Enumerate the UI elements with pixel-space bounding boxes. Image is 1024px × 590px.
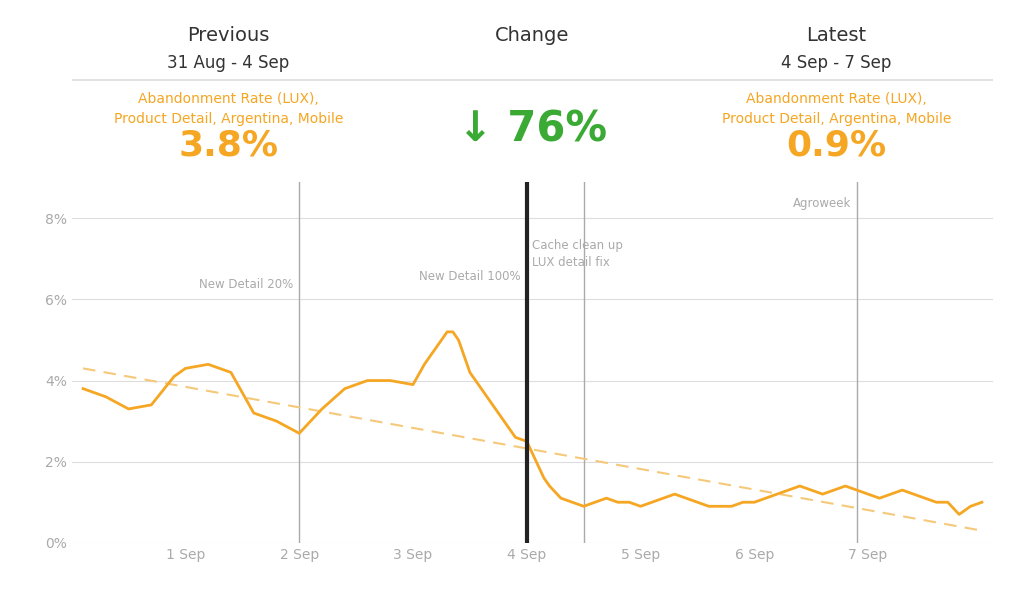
- Text: ↓ 76%: ↓ 76%: [458, 109, 607, 150]
- Text: New Detail 20%: New Detail 20%: [200, 278, 294, 291]
- Text: 4 Sep - 7 Sep: 4 Sep - 7 Sep: [781, 54, 892, 72]
- Text: Abandonment Rate (LUX),
Product Detail, Argentina, Mobile: Abandonment Rate (LUX), Product Detail, …: [722, 91, 951, 126]
- Text: Latest: Latest: [807, 26, 866, 45]
- Text: Change: Change: [496, 26, 569, 45]
- Text: 31 Aug - 4 Sep: 31 Aug - 4 Sep: [167, 54, 290, 72]
- Text: New Detail 100%: New Detail 100%: [420, 270, 521, 283]
- Text: 0.9%: 0.9%: [786, 128, 887, 162]
- Text: Cache clean up
LUX detail fix: Cache clean up LUX detail fix: [532, 238, 624, 268]
- Text: Agroweek: Agroweek: [793, 197, 851, 210]
- Text: Abandonment Rate (LUX),
Product Detail, Argentina, Mobile: Abandonment Rate (LUX), Product Detail, …: [114, 91, 343, 126]
- Text: 3.8%: 3.8%: [178, 128, 279, 162]
- Text: Previous: Previous: [187, 26, 269, 45]
